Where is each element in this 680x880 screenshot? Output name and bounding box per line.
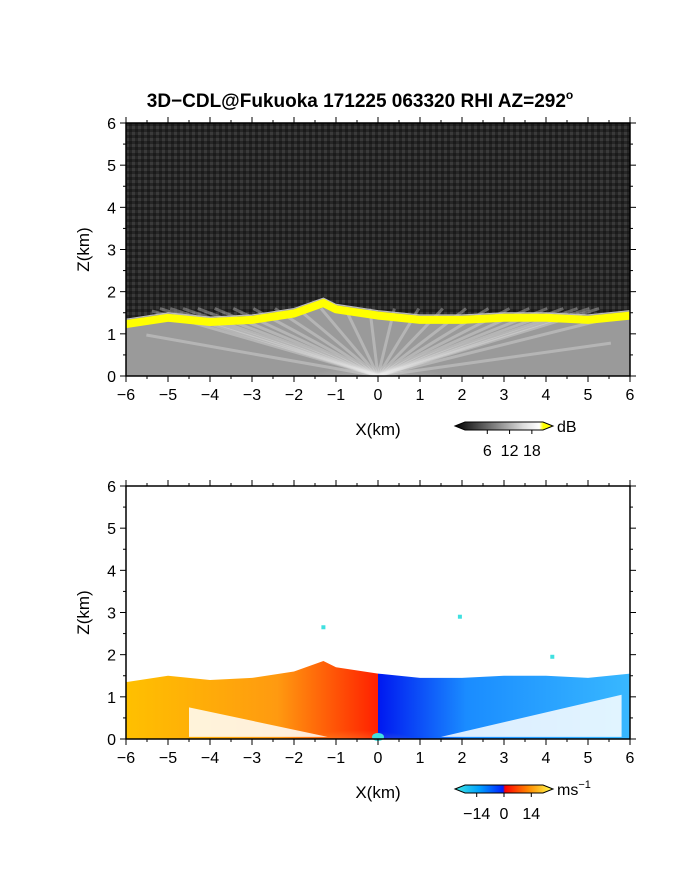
x-tick-label: −1 [327,750,345,767]
x-tick-labels: −6 −5 −4 −3 −2 −1 0 1 2 3 4 5 6 [117,387,635,404]
y-tick-label: 0 [107,732,116,749]
y-tick-label: 4 [107,563,116,580]
y-tick-label: 2 [107,285,116,302]
colorbar-unit: dB [557,419,577,436]
x-tick-label: −6 [117,750,135,767]
y-tick-labels: 0 1 2 3 4 5 6 [107,116,116,386]
isolated-echo [321,625,326,630]
isolated-echo [457,614,462,619]
velocity-colorbar: −14 0 14 ms−1 [453,779,591,823]
y-tick-label: 5 [107,158,116,175]
x-tick-label: 2 [458,387,467,404]
colorbar-bar [453,421,555,431]
colorbar-bar [453,784,555,794]
y-tick-label: 4 [107,200,116,217]
colorbar-tick-label: 6 [483,443,492,460]
x-tick-label: −6 [117,387,135,404]
x-tick-label: 6 [626,387,635,404]
y-tick-label: 6 [107,479,116,496]
x-tick-labels: −6 −5 −4 −3 −2 −1 0 1 2 3 4 5 6 [117,750,635,767]
colorbar-tick-label: 18 [523,443,541,460]
colorbar-ticks: 6 12 18 [483,430,541,460]
colorbar-tick-label: 14 [522,806,540,823]
chart-title: 3D−CDL@Fukuoka 171225 063320 RHI AZ=292o [147,88,574,112]
x-tick-label: 4 [542,387,551,404]
x-tick-label: 4 [542,750,551,767]
y-axis-label: Z(km) [74,227,93,271]
x-tick-label: −5 [159,750,177,767]
x-tick-label: 3 [500,750,509,767]
colorbar-tick-label: 12 [501,443,519,460]
no-data-gap [441,694,622,737]
x-tick-label: 1 [416,750,425,767]
velocity-field [126,614,630,741]
near-range-core [263,694,453,739]
y-tick-label: 3 [107,606,116,623]
axis-ticks [120,117,636,382]
x-tick-label: 0 [374,750,383,767]
y-tick-label: 6 [107,116,116,133]
y-tick-label: 1 [107,327,116,344]
x-tick-label: −3 [243,750,261,767]
x-tick-label: −2 [285,750,303,767]
y-axis-label: Z(km) [74,590,93,634]
y-tick-label: 3 [107,243,116,260]
x-tick-label: −2 [285,387,303,404]
x-tick-label: 3 [500,387,509,404]
x-tick-label: −5 [159,387,177,404]
x-axis-label: X(km) [355,783,400,802]
y-tick-label: 1 [107,690,116,707]
x-tick-label: 6 [626,750,635,767]
x-tick-label: 0 [374,387,383,404]
x-tick-label: −3 [243,387,261,404]
isolated-echo [550,654,555,659]
colorbar-tick-label: −14 [463,806,490,823]
y-tick-label: 2 [107,648,116,665]
x-tick-label: −1 [327,387,345,404]
x-tick-label: −4 [201,750,219,767]
snr-colorbar: 6 12 18 dB [453,419,577,460]
y-tick-label: 0 [107,369,116,386]
negative-velocity-region [378,661,630,739]
y-tick-label: 5 [107,521,116,538]
echo-edge [125,297,631,377]
colorbar-tick-label: 0 [500,806,509,823]
x-tick-label: 5 [584,750,593,767]
axis-ticks [120,480,636,745]
no-data-gap [189,707,328,737]
x-tick-label: −4 [201,387,219,404]
snr-field [125,123,631,436]
y-tick-labels: 0 1 2 3 4 5 6 [107,479,116,749]
colorbar-unit: ms−1 [557,779,591,799]
high-snr-layer-top [125,299,631,329]
x-tick-label: 2 [458,750,467,767]
colorbar-ticks: −14 0 14 [463,793,540,823]
velocity-echo [126,661,630,739]
x-axis-label: X(km) [355,420,400,439]
x-tick-label: 1 [416,387,425,404]
x-tick-label: 5 [584,387,593,404]
